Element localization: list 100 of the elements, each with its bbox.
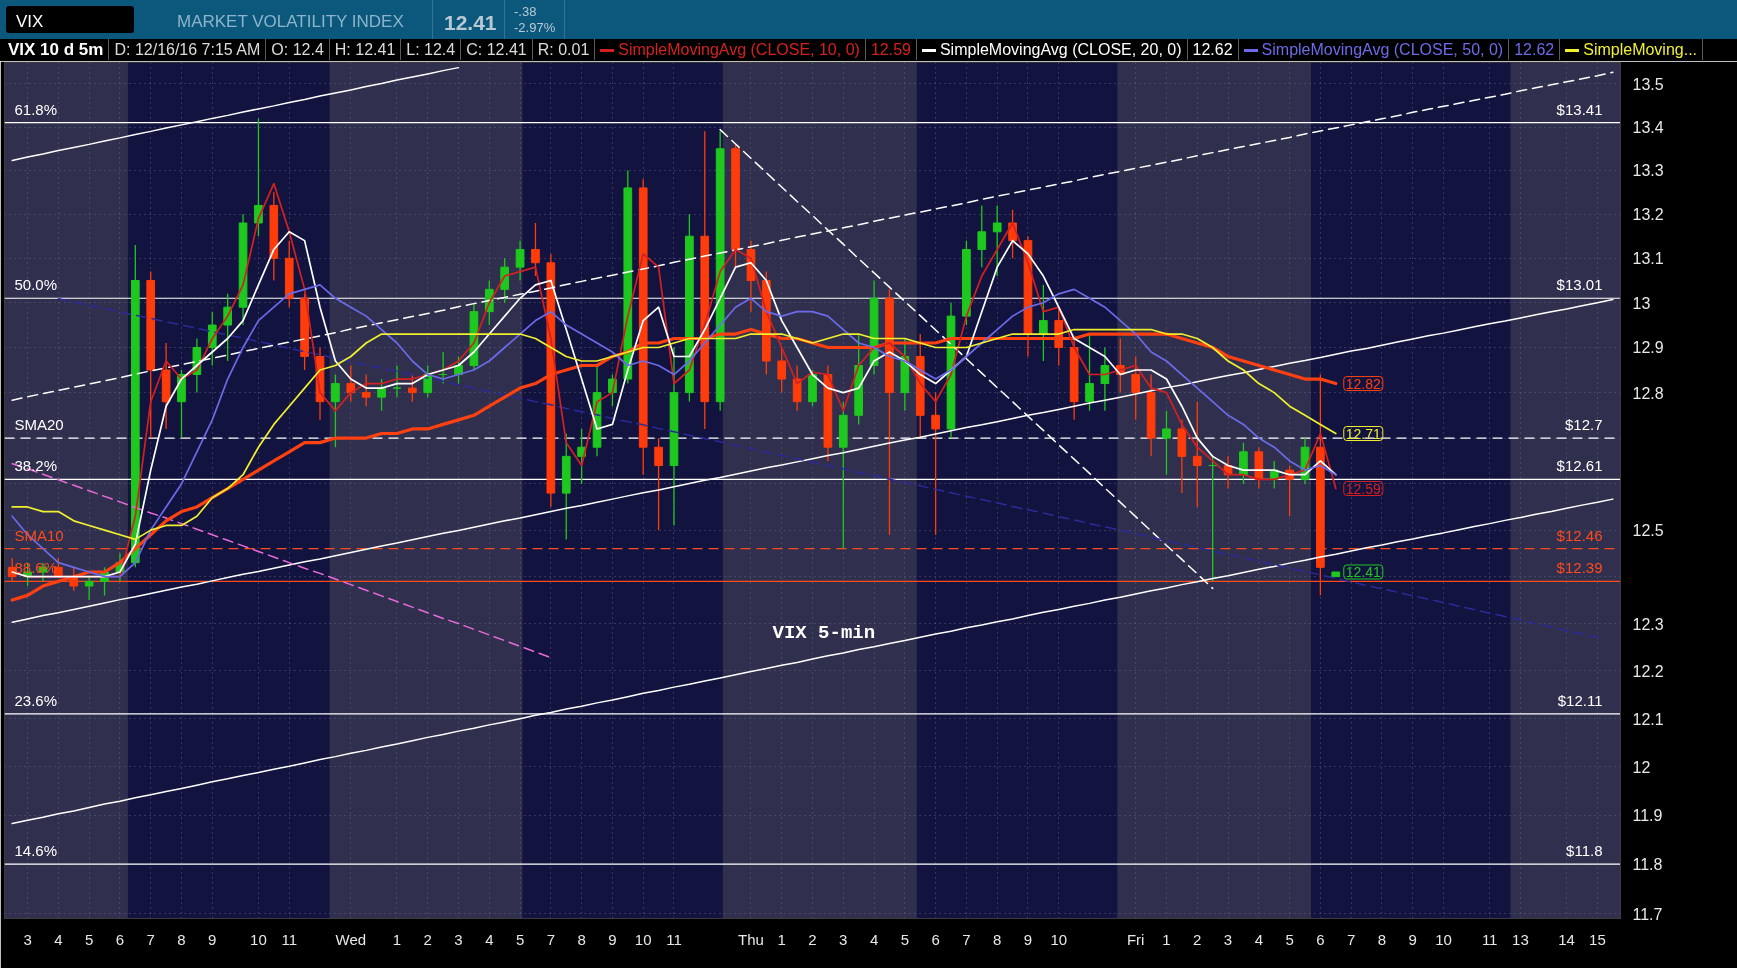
- text: 12.41: [444, 11, 497, 34]
- y-tick-label: 13.4: [1632, 119, 1664, 137]
- candlestick: [1239, 442, 1248, 485]
- line-series: [11, 462, 552, 659]
- candlestick: [792, 364, 802, 412]
- text: O: 12.4: [266, 39, 330, 60]
- legend-label: SimpleMovingAvg (CLOSE, 10, 0): [595, 39, 866, 60]
- candlestick: [1131, 355, 1141, 421]
- candlestick: [531, 222, 540, 277]
- x-tick-label: 8: [577, 930, 586, 948]
- x-tick-label: 1: [1162, 930, 1171, 948]
- y-tick-label: 13.1: [1632, 250, 1664, 268]
- legend-label: SimpleMovingAvg (CLOSE, 20, 0): [916, 39, 1188, 60]
- annotation: 61.8%: [14, 100, 58, 118]
- data-label: 12.59: [1345, 480, 1382, 497]
- x-tick-label: 11: [666, 930, 682, 948]
- x-tick-label: 3: [454, 930, 463, 948]
- y-tick-label: 12.2: [1632, 662, 1664, 680]
- text: -2.97%: [514, 19, 556, 37]
- x-tick-label: 13: [1512, 930, 1529, 948]
- candlestick: [1039, 284, 1048, 362]
- legend-label: SimpleMoving...: [1560, 39, 1704, 60]
- text: L: 12.4: [401, 39, 462, 60]
- candlestick: [1085, 333, 1094, 412]
- y-tick-label: 12.3: [1632, 615, 1664, 633]
- x-tick-label: 15: [1589, 930, 1606, 948]
- x-tick-label: 6: [115, 930, 125, 948]
- candlestick: [392, 364, 402, 398]
- candlestick: [346, 364, 356, 403]
- y-tick-label: 12.1: [1632, 710, 1664, 728]
- x-tick-label: 4: [54, 930, 63, 948]
- text: 12.62: [1187, 39, 1239, 60]
- annotation: 50.0%: [14, 276, 58, 294]
- annotation: 12.41: [1345, 564, 1382, 580]
- x-tick-label: 5: [515, 930, 525, 948]
- x-tick-label: 14: [1558, 930, 1575, 948]
- y-tick-label: 13.3: [1632, 162, 1664, 180]
- candlestick: [1192, 401, 1202, 508]
- x-tick-label: 10: [1050, 930, 1068, 948]
- annotation: SMA20: [14, 416, 64, 434]
- candlestick: [654, 437, 663, 531]
- text: D: 12/16/16 7:15 AM: [109, 39, 267, 60]
- x-tick-label: 3: [839, 930, 848, 948]
- x-tick-label: 4: [869, 930, 879, 948]
- candlestick: [515, 239, 525, 282]
- y-tick-label: 12.9: [1632, 339, 1664, 357]
- x-tick-label: 9: [208, 930, 217, 948]
- text: R: 0.01: [532, 39, 596, 60]
- x-tick-label: 2: [423, 930, 432, 948]
- y-tick-label: 13.2: [1632, 206, 1664, 224]
- x-tick-label: 6: [931, 930, 940, 948]
- annotation: VIX 5-min: [772, 621, 876, 644]
- chart-title: MARKET VOLATILITY INDEX: [177, 11, 404, 33]
- ref-line-label: $11.8: [1566, 842, 1603, 860]
- candlestick: [500, 257, 510, 304]
- x-tick-label: Fri: [1126, 930, 1145, 948]
- ref-line-label: $12.46: [1556, 526, 1603, 544]
- x-tick-label: 8: [993, 930, 1002, 948]
- legend-label: SimpleMovingAvg (CLOSE, 50, 0): [1238, 39, 1510, 60]
- x-tick-label: Wed: [335, 930, 367, 948]
- x-tick-label: 2: [808, 930, 817, 948]
- candlestick: [361, 373, 371, 407]
- x-tick-label: 7: [962, 930, 971, 948]
- y-tick-label: 12.5: [1632, 522, 1664, 540]
- candlestick: [992, 204, 1002, 277]
- text: VIX: [16, 11, 44, 33]
- text: 12.62: [1509, 39, 1561, 60]
- x-tick-label: 3: [23, 930, 32, 948]
- y-tick-label: 11.8: [1632, 856, 1663, 874]
- x-tick-label: 4: [485, 930, 494, 948]
- x-tick-label: 9: [608, 930, 617, 948]
- chart-subtitle: VIX 10 d 5m: [0, 39, 110, 60]
- x-tick-label: 11: [281, 930, 298, 948]
- x-tick-label: 7: [1347, 930, 1356, 948]
- x-tick-label: 2: [1193, 930, 1202, 948]
- ref-line-label: $13.01: [1556, 276, 1603, 294]
- text: H: 12.41: [329, 39, 402, 60]
- x-tick-label: 10: [250, 930, 267, 948]
- text: 12.59: [865, 39, 917, 60]
- candlestick: [1100, 346, 1110, 412]
- x-tick-label: 6: [1316, 930, 1325, 948]
- x-tick-label: 7: [546, 930, 556, 948]
- x-tick-label: Thu: [738, 930, 764, 948]
- x-tick-label: 8: [177, 930, 186, 948]
- x-tick-label: 4: [1254, 930, 1263, 948]
- candlestick: [1162, 410, 1171, 476]
- x-tick-label: 10: [634, 930, 652, 948]
- x-tick-label: 7: [146, 930, 155, 948]
- data-label: 12.82: [1345, 375, 1382, 392]
- annotation: 38.2%: [14, 457, 58, 475]
- candlestick: [84, 576, 94, 601]
- x-tick-label: 5: [900, 930, 910, 948]
- ref-line-label: $12.11: [1557, 691, 1603, 709]
- x-tick-label: 5: [84, 930, 94, 948]
- x-tick-label: 1: [392, 930, 402, 948]
- x-tick-label: 1: [777, 930, 786, 948]
- x-tick-label: 3: [1223, 930, 1233, 948]
- candlestick: [977, 204, 987, 268]
- candlestick: [931, 391, 940, 536]
- y-tick-label: 12.8: [1632, 384, 1664, 402]
